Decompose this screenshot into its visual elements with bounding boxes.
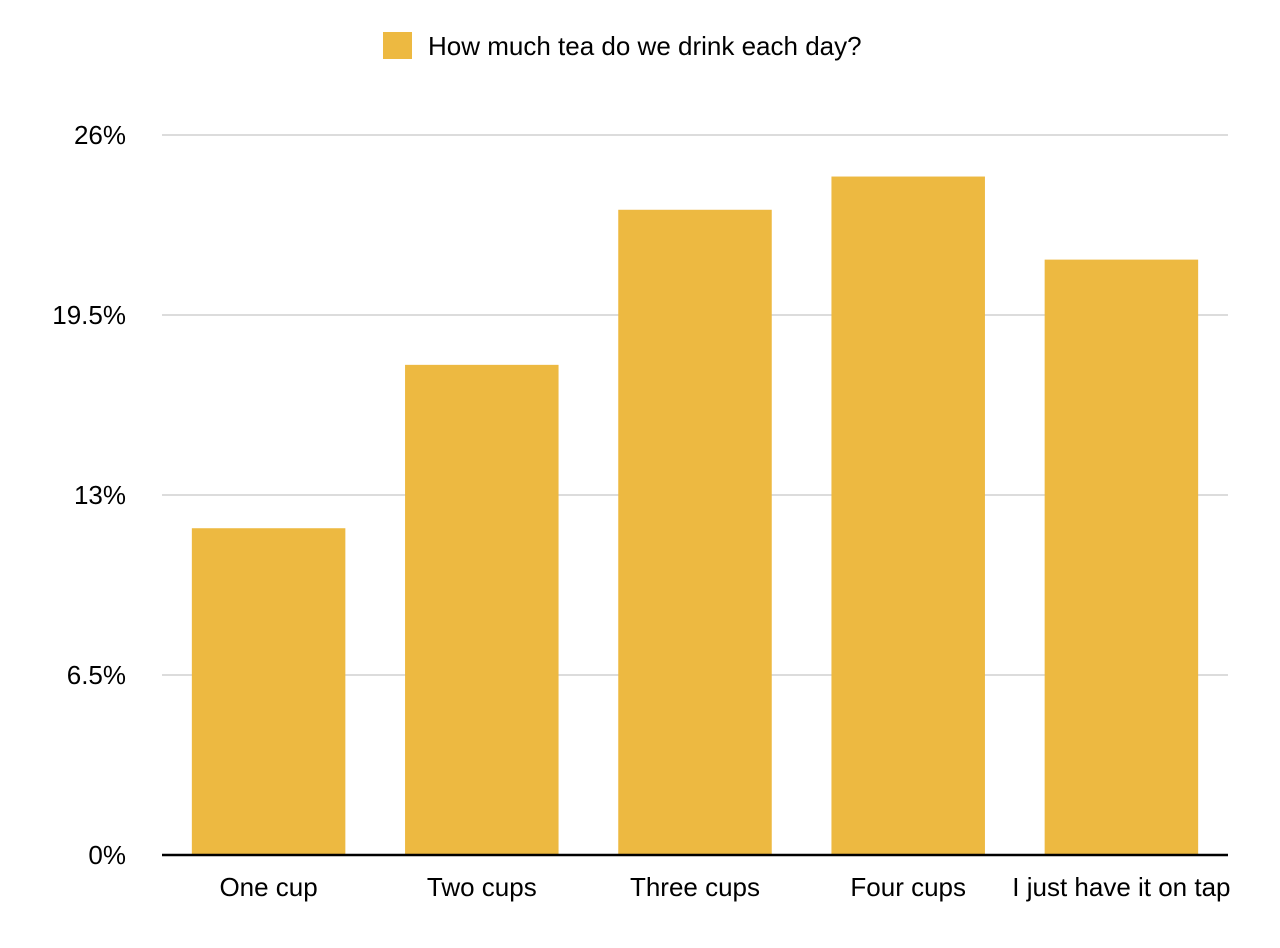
y-axis-tick-labels: 0% 6.5% 13% 19.5% 26% (52, 120, 126, 870)
bars (191, 176, 1199, 856)
y-tick-label: 19.5% (52, 300, 126, 330)
x-tick-label: Three cups (630, 872, 760, 902)
x-axis-tick-labels: One cup Two cups Three cups Four cups I just… (219, 872, 1230, 902)
y-tick-label: 6.5% (67, 660, 126, 690)
bar (1044, 259, 1199, 856)
bar (618, 209, 772, 855)
x-tick-label: I just have it on tap (1012, 872, 1230, 902)
bar (405, 364, 559, 855)
y-tick-label: 13% (74, 480, 126, 510)
legend-swatch (383, 32, 412, 59)
y-tick-label: 0% (88, 840, 126, 870)
x-tick-label: One cup (219, 872, 317, 902)
y-tick-label: 26% (74, 120, 126, 150)
legend-label: How much tea do we drink each day? (428, 31, 862, 61)
bar (831, 176, 985, 856)
bar (191, 528, 346, 855)
legend: How much tea do we drink each day? (383, 31, 862, 61)
x-tick-label: Two cups (427, 872, 537, 902)
x-tick-label: Four cups (850, 872, 966, 902)
